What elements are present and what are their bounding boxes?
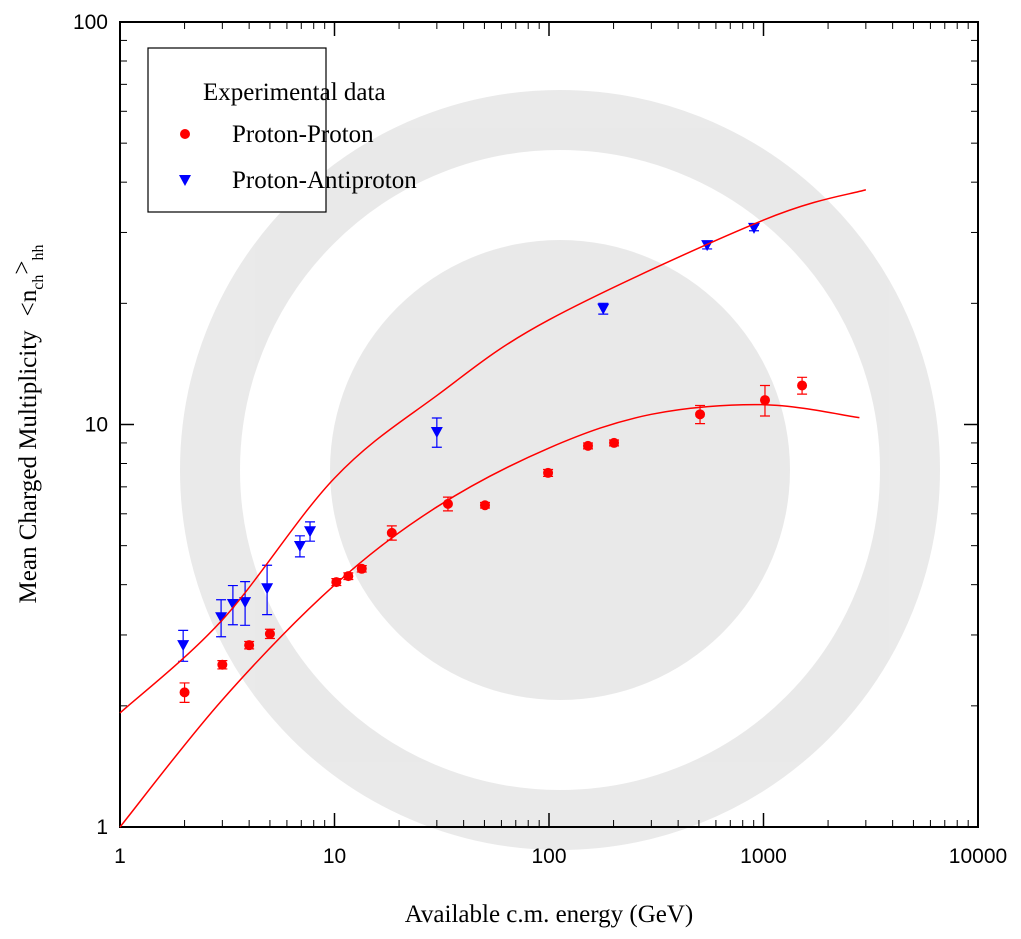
data-point	[430, 427, 443, 439]
fit-curve	[119, 189, 867, 714]
legend-title: Experimental data	[203, 79, 386, 106]
watermark	[180, 90, 940, 850]
data-point	[239, 597, 252, 609]
y-label-text: Mean Charged Multiplicity	[15, 330, 42, 604]
data-point	[261, 583, 274, 595]
data-point	[331, 577, 342, 588]
data-point	[479, 500, 490, 511]
legend-box	[147, 47, 327, 213]
y-tick-label: 100	[73, 11, 108, 34]
x-tick-label: 1000	[740, 845, 787, 868]
data-point	[217, 659, 228, 670]
data-point	[179, 687, 190, 698]
data-point	[597, 303, 610, 315]
data-point	[797, 380, 808, 391]
data-point	[759, 395, 770, 406]
legend-label: Proton-Proton	[232, 121, 374, 148]
fit-curve	[119, 403, 860, 828]
y-label-symbol: <n	[15, 289, 42, 316]
data-point	[304, 526, 317, 538]
data-point	[583, 440, 594, 451]
legend: Experimental data Proton-Proton Proton-A…	[147, 47, 417, 213]
data-point	[293, 541, 306, 553]
y-tick-label: 10	[85, 414, 108, 437]
y-label-close: >	[9, 261, 36, 275]
data-point	[356, 563, 367, 574]
x-tick-label: 1	[114, 845, 126, 868]
data-point	[264, 628, 275, 639]
x-tick-label: 10	[323, 845, 346, 868]
data-point	[543, 467, 554, 478]
data-point	[695, 409, 706, 420]
x-axis-label: Available c.m. energy (GeV)	[405, 901, 694, 928]
y-label-sub: ch	[30, 275, 47, 290]
data-point	[609, 437, 620, 448]
legend-symbol	[180, 129, 190, 139]
x-tick-label: 10000	[949, 845, 1007, 868]
x-tick-label: 100	[531, 845, 566, 868]
data-point	[226, 599, 239, 611]
data-point	[215, 612, 228, 624]
watermark-ring	[180, 90, 940, 850]
y-label-sub: hh	[30, 245, 47, 261]
y-tick-label: 1	[96, 816, 108, 839]
legend-label: Proton-Antiproton	[232, 167, 417, 194]
y-axis-label: Mean Charged Multiplicity <nch>hh	[9, 245, 47, 604]
data-point	[177, 640, 190, 652]
data-point	[343, 571, 354, 582]
legend-symbol	[179, 175, 191, 186]
watermark-disc	[330, 240, 790, 700]
data-point	[244, 640, 255, 651]
